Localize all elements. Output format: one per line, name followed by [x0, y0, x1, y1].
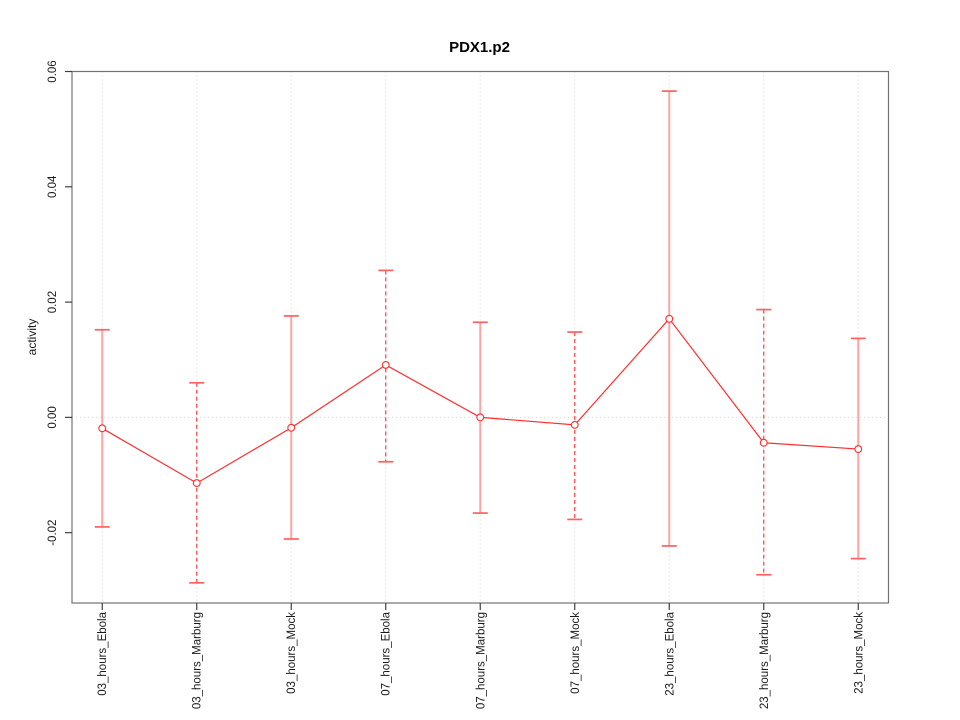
data-point-marker: [287, 423, 296, 432]
x-tick-label: 07_hours_Mock: [570, 612, 582, 694]
data-point-marker: [98, 424, 107, 433]
data-point-marker: [759, 438, 768, 447]
y-tick-label: 0.02: [47, 291, 59, 313]
chart-title: PDX1.p2: [449, 39, 510, 56]
x-tick-label: 03_hours_Ebola: [97, 611, 109, 695]
data-point-marker: [665, 314, 674, 323]
x-tick-label: 03_hours_Mock: [286, 612, 298, 694]
y-tick-label: 0.04: [47, 175, 59, 198]
y-tick-label: 0.06: [47, 60, 59, 82]
data-point-marker: [570, 420, 579, 429]
data-point-marker: [192, 479, 201, 488]
x-tick-label: 07_hours_Marburg: [475, 612, 487, 709]
x-tick-label: 23_hours_Mock: [853, 612, 865, 694]
data-point-marker: [381, 360, 390, 369]
y-tick-label: 0.00: [47, 406, 59, 428]
x-tick-label: 23_hours_Ebola: [664, 611, 676, 695]
x-tick-label: 23_hours_Marburg: [759, 612, 771, 709]
data-point-marker: [854, 445, 863, 454]
y-tick-label: -0.02: [47, 520, 59, 546]
x-tick-label: 03_hours_Marburg: [192, 612, 204, 709]
x-tick-label: 07_hours_Ebola: [381, 611, 393, 695]
y-axis-label: activity: [25, 319, 39, 356]
plot-layer: -0.02 0.00 0.02 0.04 0.06 03_hours_Ebola 03_ho…: [47, 60, 890, 709]
data-point-marker: [476, 413, 485, 422]
